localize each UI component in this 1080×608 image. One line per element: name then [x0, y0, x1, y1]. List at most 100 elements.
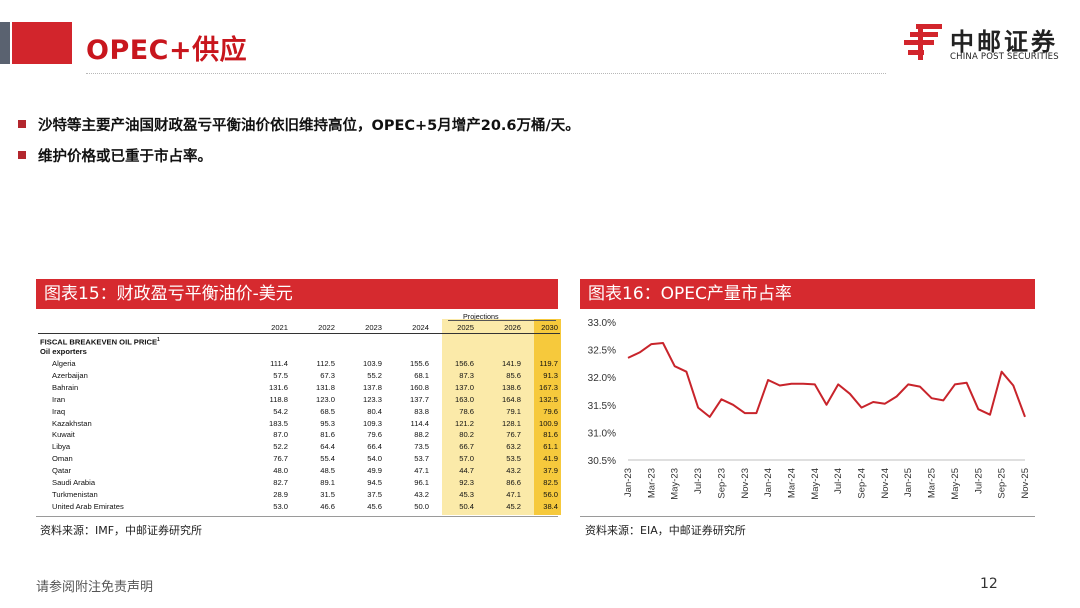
- table-row: Saudi Arabia 82.7 89.1 94.5 96.1 92.3 86.6 82.5: [38, 478, 560, 488]
- table-cell: 66.7: [459, 442, 474, 452]
- table-cell: 103.9: [362, 359, 382, 368]
- table-cell: 82.5: [543, 478, 558, 487]
- x-tick-label: Sep-24: [857, 468, 868, 499]
- page-title: OPEC+供应: [86, 35, 248, 66]
- table-cell: 138.6: [501, 382, 521, 392]
- table-row: Libya 52.2 64.4 66.4 73.5 66.7 63.2 61.1: [38, 442, 560, 452]
- table-cell: 155.6: [409, 359, 429, 368]
- x-tick-label: Jul-25: [973, 468, 984, 494]
- table-cell: 95.3: [320, 418, 335, 428]
- header-divider: [86, 73, 886, 74]
- disclaimer-note: 请参阅附注免责声明: [36, 580, 154, 595]
- table-cell: 47.1: [506, 489, 521, 499]
- table-cell: 123.0: [315, 394, 335, 404]
- table-cell: 80.4: [367, 406, 382, 416]
- table-cell: 55.4: [320, 454, 335, 464]
- table-cell: 87.0: [273, 430, 288, 440]
- table-cell: 114.4: [410, 418, 429, 428]
- table-cell: 53.7: [414, 454, 429, 464]
- table-cell: 48.5: [320, 466, 335, 476]
- table-cell: 112.5: [316, 359, 335, 368]
- table-cell: 85.6: [506, 370, 521, 380]
- x-tick-label: Nov-24: [880, 468, 891, 499]
- table-cell: 156.6: [454, 359, 474, 368]
- table-cell: 37.5: [367, 489, 382, 499]
- x-tick-label: Sep-25: [997, 468, 1008, 499]
- table-cell: 45.3: [459, 489, 474, 499]
- group-title: Oil exporters: [40, 347, 87, 356]
- x-tick-label: Sep-23: [716, 468, 727, 499]
- table-cell: 81.6: [543, 430, 558, 440]
- table-cell: 41.9: [543, 454, 558, 464]
- table-cell: 79.6: [543, 406, 558, 416]
- bullet-text: 维护价格或已重于市占率。: [38, 149, 212, 165]
- logo-english-name: CHINA POST SECURITIES: [950, 52, 1059, 62]
- table-cell: 137.8: [362, 382, 382, 392]
- table-cell: 83.8: [414, 406, 429, 416]
- table-cell: 81.6: [320, 430, 335, 440]
- country-name: Libya: [52, 442, 71, 452]
- table-cell: 68.1: [414, 370, 429, 380]
- table-cell: 91.3: [543, 370, 558, 380]
- country-name: Kazakhstan: [52, 418, 92, 428]
- table-cell: 119.7: [539, 359, 558, 368]
- country-name: Kuwait: [52, 430, 75, 440]
- table-cell: 47.1: [414, 466, 429, 476]
- opec-share-chart: 30.5% 31.0% 31.5% 32.0% 32.5% 33.0% Jan-23 Mar-…: [588, 318, 1031, 500]
- bullet-square-icon: [18, 151, 26, 159]
- header-accent-gray: [0, 22, 10, 64]
- table-cell: 100.9: [538, 418, 558, 428]
- figure15-source: 资料来源：IMF，中邮证券研究所: [40, 524, 203, 537]
- table-cell: 137.0: [454, 382, 474, 392]
- table-cell: 50.0: [414, 501, 429, 511]
- table-row: Kazakhstan 183.5 95.3 109.3 114.4 121.2 128.1 1…: [38, 419, 560, 429]
- figure15-title: 图表15：财政盈亏平衡油价-美元: [36, 279, 558, 309]
- y-tick-label: 31.0%: [588, 428, 616, 439]
- x-tick-label: Mar-23: [646, 468, 657, 498]
- table-cell: 66.4: [367, 442, 382, 452]
- table-cell: 137.7: [409, 394, 429, 404]
- table-cell: 57.0: [459, 454, 474, 464]
- table-cell: 63.2: [506, 442, 521, 452]
- y-tick-label: 33.0%: [588, 318, 616, 329]
- table-cell: 128.1: [501, 418, 521, 428]
- year-header: 2023: [365, 323, 382, 332]
- country-name: Iran: [52, 394, 66, 404]
- breakeven-table: Projections 2021 2022 2023 2024 2025 2026 2030…: [38, 312, 561, 515]
- table-cell: 54.2: [273, 406, 288, 416]
- table-cell: 131.6: [268, 382, 288, 392]
- x-tick-label: Jul-23: [693, 468, 704, 494]
- table-cell: 61.1: [543, 442, 558, 452]
- projections-label: Projections: [463, 312, 499, 321]
- table-cell: 73.5: [414, 442, 429, 452]
- table-cell: 48.0: [273, 466, 288, 476]
- projections-divider: [448, 320, 556, 321]
- table-cell: 118.8: [269, 394, 288, 404]
- table-cell: 131.8: [315, 382, 335, 392]
- table-cell: 164.8: [501, 394, 521, 404]
- x-tick-label: Nov-25: [1020, 468, 1031, 499]
- bullet-text: 沙特等主要产油国财政盈亏平衡油价依旧维持高位，OPEC+5月增产20.6万桶/天…: [38, 118, 580, 134]
- table-cell: 53.5: [506, 454, 521, 464]
- bullet-item: 沙特等主要产油国财政盈亏平衡油价依旧维持高位，OPEC+5月增产20.6万桶/天…: [18, 114, 580, 135]
- country-name: Algeria: [52, 359, 76, 368]
- table-cell: 82.7: [273, 478, 288, 487]
- table-cell: 45.2: [506, 501, 521, 511]
- table-cell: 86.6: [506, 478, 521, 487]
- x-tick-label: May-24: [810, 468, 821, 500]
- table-cell: 38.4: [543, 501, 558, 511]
- year-header: 2022: [318, 323, 335, 332]
- y-tick-label: 32.5%: [588, 346, 616, 357]
- table-cell: 37.9: [543, 466, 558, 476]
- table-cell: 76.7: [506, 430, 521, 440]
- table-cell: 160.8: [409, 382, 429, 392]
- table-cell: 111.4: [270, 359, 288, 368]
- section-title: FISCAL BREAKEVEN OIL PRICE1: [40, 337, 160, 347]
- table-row: Bahrain 131.6 131.8 137.8 160.8 137.0 138.6 167…: [38, 383, 560, 393]
- china-post-logo-icon: [904, 24, 942, 60]
- table-row: Azerbaijan 57.5 67.3 55.2 68.1 87.3 85.6 91.3: [38, 371, 560, 381]
- table-row: Qatar 48.0 48.5 49.9 47.1 44.7 43.2 37.9: [38, 466, 560, 476]
- table-row: Turkmenistan 28.9 31.5 37.5 43.2 45.3 47.1 56.0: [38, 490, 560, 500]
- table-cell: 43.2: [506, 466, 521, 476]
- projection-2030-highlight: [534, 319, 561, 515]
